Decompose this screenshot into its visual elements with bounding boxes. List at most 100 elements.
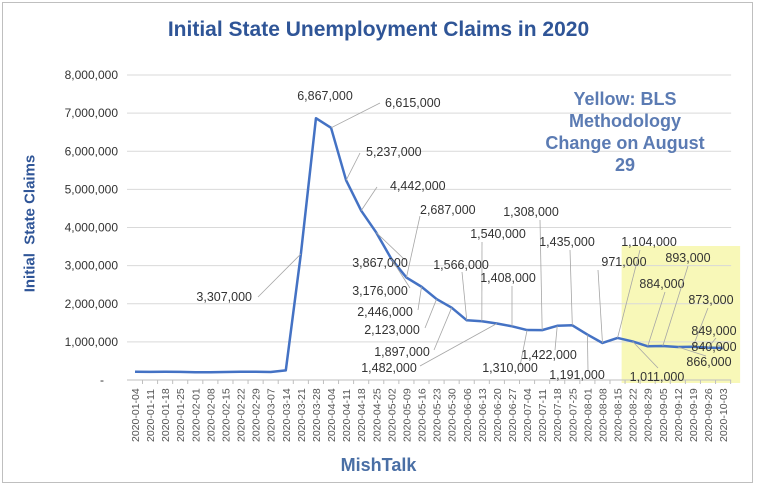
leader-line: [662, 265, 689, 347]
leader-line: [391, 258, 411, 289]
data-label: 3,867,000: [352, 256, 408, 270]
data-label: 971,000: [601, 255, 646, 269]
x-tick-label: 2020-08-22: [628, 388, 640, 442]
x-tick-label: 2020-04-18: [356, 388, 368, 442]
data-label: 3,176,000: [352, 284, 408, 298]
x-tick-label: 2020-03-07: [266, 388, 278, 442]
x-tick-label: 2020-07-25: [567, 388, 579, 442]
data-label: 840,000: [691, 340, 736, 354]
leader-line: [417, 286, 422, 311]
x-tick-label: 2020-07-18: [552, 388, 564, 442]
chart-title: Initial State Unemployment Claims in 202…: [167, 18, 590, 41]
x-tick-label: 2020-05-02: [386, 388, 398, 442]
data-label: 1,191,000: [549, 368, 605, 382]
leader-line: [360, 186, 378, 211]
x-tick-label: 2020-09-19: [688, 388, 700, 442]
leader-line: [632, 341, 659, 369]
y-tick-label: 2,000,000: [65, 297, 119, 311]
data-label: 1,310,000: [482, 361, 538, 375]
data-label: 1,566,000: [433, 258, 489, 272]
methodology-annotation: Yellow: BLS Methodology Change on August…: [545, 89, 705, 175]
x-tick-label: 2020-09-12: [673, 388, 685, 442]
y-tick-label: 1,000,000: [65, 335, 119, 349]
x-tick-label: 2020-04-11: [341, 389, 353, 442]
x-tick-label: 2020-07-04: [522, 388, 534, 442]
leader-line: [406, 215, 421, 278]
leader-line: [257, 253, 302, 298]
data-label: 1,897,000: [374, 345, 430, 359]
chart-frame: [2, 2, 753, 483]
x-axis-label: MishTalk: [340, 455, 417, 475]
x-tick-label: 2020-05-23: [432, 388, 444, 442]
data-label: 6,615,000: [385, 96, 441, 110]
x-tick-label: 2020-07-11: [537, 389, 549, 442]
x-tick-label: 2020-02-22: [236, 388, 248, 442]
series-line: [134, 116, 724, 374]
x-tick-label: 2020-04-04: [326, 388, 338, 442]
x-tick-label: 2020-05-16: [417, 388, 429, 442]
data-label: 1,422,000: [521, 348, 577, 362]
x-tick-label: 2020-02-08: [205, 388, 217, 442]
leader-line: [707, 337, 717, 348]
x-tick-label: 2020-06-13: [477, 388, 489, 442]
data-label: 3,307,000: [196, 290, 252, 304]
data-label: 873,000: [688, 293, 733, 307]
data-label: 1,482,000: [361, 361, 417, 375]
y-tick-label: -: [100, 373, 104, 387]
leader-line: [433, 307, 453, 351]
data-label: 1,011,000: [630, 370, 685, 384]
data-label: 2,446,000: [357, 305, 413, 319]
leader-line: [554, 325, 558, 351]
y-tick-label: 6,000,000: [65, 144, 119, 158]
y-axis-label: Initial State Claims: [21, 154, 39, 293]
x-tick-label: 2020-04-25: [371, 388, 383, 442]
y-tick-label: 5,000,000: [65, 182, 119, 196]
leader-line: [376, 232, 406, 261]
leader-line: [587, 334, 589, 371]
leader-line: [424, 298, 437, 329]
data-label: 1,308,000: [503, 205, 559, 219]
x-tick-label: 2020-03-28: [311, 388, 323, 442]
leader-line: [677, 346, 707, 357]
highlight-region: [621, 246, 741, 383]
leader-line: [539, 219, 543, 331]
data-label: 2,687,000: [420, 203, 476, 217]
y-tick-label: 7,000,000: [65, 106, 119, 120]
x-tick-label: 2020-01-04: [130, 388, 142, 442]
x-tick-label: 2020-03-21: [296, 388, 308, 442]
x-tick-label: 2020-03-14: [281, 388, 293, 442]
y-tick-label: 3,000,000: [65, 259, 119, 273]
data-label: 1,540,000: [470, 227, 526, 241]
leader-line: [345, 152, 361, 181]
x-tick-label: 2020-09-05: [658, 388, 670, 442]
data-label: 1,104,000: [621, 235, 677, 249]
leader-line: [717, 344, 724, 349]
x-tick-label: 2020-05-30: [447, 388, 459, 442]
x-tick-label: 2020-08-29: [643, 388, 655, 442]
x-tick-label: 2020-02-29: [251, 388, 263, 442]
data-label: 1,435,000: [539, 235, 595, 249]
data-label: 6,867,000: [297, 89, 353, 103]
leader-line: [419, 323, 498, 367]
x-tick-label: 2020-01-18: [160, 388, 172, 442]
x-tick-label: 2020-06-27: [507, 388, 519, 442]
x-tick-label: 2020-06-20: [492, 388, 504, 442]
data-label: 4,442,000: [390, 179, 446, 193]
x-tick-label: 2020-10-03: [718, 388, 730, 442]
data-label: 884,000: [639, 277, 684, 291]
x-tick-label: 2020-05-09: [401, 388, 413, 442]
data-label: 1,408,000: [480, 271, 536, 285]
x-tick-label: 2020-08-01: [582, 388, 594, 442]
y-tick-label: 8,000,000: [65, 68, 119, 82]
x-tick-label: 2020-02-15: [220, 388, 232, 442]
x-tick-label: 2020-06-06: [462, 388, 474, 442]
leader-line: [519, 329, 528, 367]
x-tick-label: 2020-01-25: [175, 388, 187, 442]
data-label: 866,000: [686, 355, 731, 369]
leader-line: [597, 269, 603, 344]
leader-line: [569, 249, 573, 326]
leader-line: [617, 249, 641, 339]
leader-line: [692, 307, 709, 347]
x-tick-label: 2020-01-11: [145, 389, 157, 442]
